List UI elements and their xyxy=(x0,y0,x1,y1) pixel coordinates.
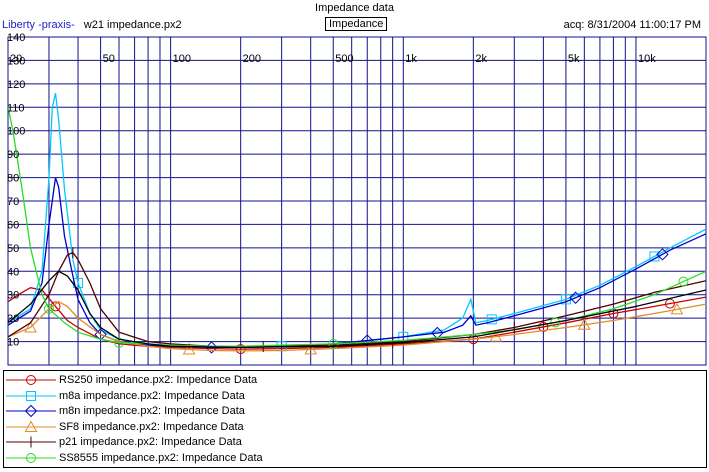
header-left: Liberty -praxis- w21 impedance.px2 xyxy=(2,19,182,31)
y-tick-label: 110 xyxy=(7,102,25,114)
series-line xyxy=(8,300,706,352)
series-line xyxy=(8,93,706,349)
chart-tick-labels: 20 50 100 200 500 1k 2k 5k 10k 10 20 30 40 50 60 70 80 90… xyxy=(7,32,656,349)
x-tick-label: 100 xyxy=(173,53,191,65)
data-point xyxy=(670,302,684,315)
x-tick-label: 20 xyxy=(10,53,22,65)
x-tick-label: 50 xyxy=(103,53,115,65)
legend-entry: SS8555 impedance.px2: Impedance Data xyxy=(4,451,706,465)
y-tick-label: 140 xyxy=(7,32,25,44)
legend-label: SS8555 impedance.px2: Impedance Data xyxy=(59,451,263,464)
data-point xyxy=(304,342,318,355)
x-tick-label: 200 xyxy=(243,53,261,65)
series-6 xyxy=(8,270,706,349)
file-label: w21 impedance.px2 xyxy=(83,19,182,31)
brand-label: Liberty -praxis- xyxy=(2,19,75,31)
series-line xyxy=(8,270,706,349)
y-tick-label: 50 xyxy=(7,243,19,255)
x-tick-label: 500 xyxy=(335,53,353,65)
legend-swatch xyxy=(6,452,56,463)
data-point xyxy=(577,318,591,330)
legend-entry: m8n impedance.px2: Impedance Data xyxy=(4,404,706,418)
legend-entry: m8a impedance.px2: Impedance Data xyxy=(4,389,706,403)
legend-entry: RS250 impedance.px2: Impedance Data xyxy=(4,373,706,387)
chart-series xyxy=(8,93,706,355)
data-point xyxy=(182,342,196,355)
acq-timestamp: acq: 8/31/2004 11:00:17 PM xyxy=(563,19,701,31)
series-3 xyxy=(8,300,706,355)
data-point xyxy=(538,321,549,332)
legend-swatch xyxy=(6,390,56,401)
chart-grid xyxy=(7,36,707,366)
data-point xyxy=(73,278,84,288)
data-point xyxy=(678,276,689,287)
series-line xyxy=(8,107,706,347)
x-tick-label: 10k xyxy=(638,53,656,65)
x-tick-label: 1k xyxy=(405,53,417,65)
legend-swatch xyxy=(6,436,56,448)
data-point xyxy=(235,344,246,355)
legend-entry: p21 impedance.px2: Impedance Data xyxy=(4,435,706,449)
y-tick-label: 120 xyxy=(7,79,25,91)
data-point xyxy=(26,452,36,463)
x-tick-label: 5k xyxy=(568,53,580,65)
y-tick-label: 30 xyxy=(7,290,19,302)
y-tick-label: 70 xyxy=(7,196,19,208)
x-tick-label: 2k xyxy=(475,53,487,65)
legend-label: m8n impedance.px2: Impedance Data xyxy=(59,405,245,417)
legend-swatch xyxy=(6,419,56,432)
data-point xyxy=(24,419,38,432)
y-tick-label: 90 xyxy=(7,149,19,161)
y-tick-label: 100 xyxy=(7,126,25,138)
series-line xyxy=(8,251,706,348)
window-title: Impedance data xyxy=(315,2,394,14)
legend-swatch xyxy=(6,375,56,385)
chart-legend: RS250 impedance.px2: Impedance Data m8a i… xyxy=(3,370,707,468)
data-point xyxy=(489,330,503,342)
impedance-chart: 20 50 100 200 500 1k 2k 5k 10k 10 20 30 40 50 60 70 80 90… xyxy=(7,32,707,366)
y-tick-label: 130 xyxy=(7,55,25,67)
legend-label: SF8 impedance.px2: Impedance Data xyxy=(59,420,244,433)
data-point xyxy=(24,404,38,418)
y-tick-label: 20 xyxy=(7,313,19,325)
data-point xyxy=(114,337,125,348)
data-point xyxy=(550,317,561,328)
y-tick-label: 40 xyxy=(7,266,19,278)
data-point xyxy=(569,291,582,304)
data-point xyxy=(50,301,61,312)
data-point xyxy=(656,248,669,261)
legend-label: m8a impedance.px2: Impedance Data xyxy=(59,389,245,402)
data-point xyxy=(94,328,107,341)
data-point xyxy=(43,303,54,314)
y-tick-label: 10 xyxy=(7,337,19,349)
y-tick-label: 80 xyxy=(7,173,19,185)
mode-button[interactable]: Impedance xyxy=(325,17,388,31)
legend-swatch xyxy=(6,404,56,418)
legend-label: RS250 impedance.px2: Impedance Data xyxy=(59,374,258,386)
data-point xyxy=(328,338,339,349)
series-4 xyxy=(8,247,706,352)
y-tick-label: 60 xyxy=(7,219,19,231)
series-2 xyxy=(8,177,706,354)
data-point xyxy=(26,390,36,401)
legend-entry: SF8 impedance.px2: Impedance Data xyxy=(4,419,706,434)
legend-label: p21 impedance.px2: Impedance Data xyxy=(59,436,242,448)
data-point xyxy=(361,334,374,347)
data-point xyxy=(24,320,37,333)
data-point xyxy=(486,314,497,325)
series-5 xyxy=(8,107,706,349)
data-point xyxy=(26,375,36,385)
